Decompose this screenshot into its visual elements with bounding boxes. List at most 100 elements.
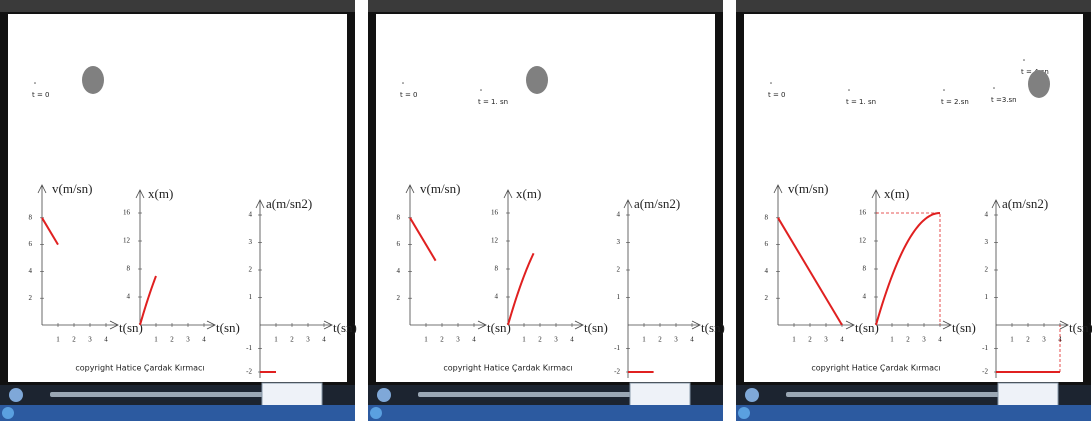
v-tick-label: 2 [397, 294, 401, 302]
t-tick-label: 3 [824, 336, 828, 344]
t-tick-label: 4 [104, 336, 108, 344]
copyright: copyright Hatice Çardak Kırmacı [811, 364, 940, 373]
t-tick-label: 1 [890, 336, 894, 344]
time-label: t = 0 [400, 91, 418, 99]
t-tick-label: 4 [322, 336, 326, 344]
t-tick-label: 3 [1042, 336, 1046, 344]
time-label: t = 1. sn [478, 98, 508, 106]
v-tick-label: 8 [29, 213, 33, 221]
a-tick-label: 2 [617, 266, 621, 274]
x-tick-label: 8 [127, 265, 131, 273]
t-tick-label: 1 [274, 336, 278, 344]
ball [1028, 70, 1050, 98]
a-tick-label: 1 [249, 293, 253, 301]
a-axis-label: a(m/sn2) [634, 196, 680, 211]
position-dot [993, 87, 995, 89]
t-tick-label: 3 [456, 336, 460, 344]
t-axis-label: t(sn) [855, 320, 879, 335]
v-axis-label: v(m/sn) [788, 181, 828, 196]
t-tick-label: 1 [56, 336, 60, 344]
v-tick-label: 6 [29, 240, 33, 248]
taskbar [736, 405, 1091, 421]
app-window: t = 0t = 1. sn1234t(sn)2468v(m/sn)1234t(… [368, 0, 725, 421]
t-tick-label: 2 [808, 336, 812, 344]
t-tick-label: 4 [202, 336, 206, 344]
a-tick-label: -2 [246, 368, 252, 376]
t-axis-label: t(sn) [1069, 320, 1092, 335]
a-tick-label: 2 [249, 266, 253, 274]
t-axis-label: t(sn) [584, 320, 608, 335]
t-tick-label: 1 [154, 336, 158, 344]
v-tick-label: 4 [397, 267, 401, 275]
title-bar [736, 0, 1091, 12]
play-button[interactable] [9, 388, 23, 402]
time-label: t = 0 [32, 91, 50, 99]
app-window: t = 0t = 1. snt = 2.snt =3.snt = 4.sn123… [736, 0, 1092, 421]
x-tick-label: 12 [491, 237, 499, 245]
notification-popup [262, 383, 322, 407]
start-button[interactable] [2, 407, 14, 419]
t-axis-label: t(sn) [487, 320, 511, 335]
t-tick-label: 2 [72, 336, 76, 344]
t-tick-label: 2 [290, 336, 294, 344]
t-tick-label: 3 [306, 336, 310, 344]
t-axis-label: t(sn) [119, 320, 143, 335]
v-tick-label: 8 [765, 213, 769, 221]
position-dot [770, 82, 772, 84]
position-dot [1023, 59, 1025, 61]
t-tick-label: 3 [186, 336, 190, 344]
t-tick-label: 2 [906, 336, 910, 344]
a-tick-label: 4 [985, 211, 989, 219]
t-tick-label: 3 [922, 336, 926, 344]
t-tick-label: 4 [472, 336, 476, 344]
a-tick-label: 4 [249, 211, 253, 219]
x-axis-label: x(m) [516, 186, 541, 201]
t-tick-label: 2 [1026, 336, 1030, 344]
a-tick-label: -1 [982, 344, 988, 352]
a-tick-label: 3 [985, 238, 989, 246]
t-tick-label: 2 [170, 336, 174, 344]
ball [526, 66, 548, 94]
t-tick-label: 4 [840, 336, 844, 344]
t-tick-label: 3 [554, 336, 558, 344]
play-button[interactable] [377, 388, 391, 402]
v-tick-label: 6 [397, 240, 401, 248]
start-button[interactable] [738, 407, 750, 419]
a-tick-label: -1 [614, 344, 620, 352]
a-tick-label: -2 [614, 368, 620, 376]
t-tick-label: 4 [938, 336, 942, 344]
x-tick-label: 4 [495, 293, 499, 301]
time-label: t = 2.sn [941, 98, 969, 106]
a-axis-label: a(m/sn2) [266, 196, 312, 211]
x-tick-label: 16 [123, 209, 131, 217]
screenshot: t = 01234t(sn)2468v(m/sn)1234t(sn)481216… [0, 0, 1092, 421]
t-axis-label: t(sn) [701, 320, 725, 335]
position-dot [848, 89, 850, 91]
play-button[interactable] [745, 388, 759, 402]
t-tick-label: 1 [1010, 336, 1014, 344]
v-tick-label: 2 [765, 294, 769, 302]
x-axis-label: x(m) [148, 186, 173, 201]
a-tick-label: 3 [617, 238, 621, 246]
notification-popup [998, 383, 1058, 407]
time-label: t = 0 [768, 91, 786, 99]
x-tick-label: 4 [863, 293, 867, 301]
x-tick-label: 8 [495, 265, 499, 273]
t-tick-label: 3 [88, 336, 92, 344]
t-tick-label: 1 [522, 336, 526, 344]
x-tick-label: 12 [859, 237, 867, 245]
v-tick-label: 6 [765, 240, 769, 248]
t-tick-label: 1 [424, 336, 428, 344]
t-tick-label: 2 [658, 336, 662, 344]
start-button[interactable] [370, 407, 382, 419]
position-dot [480, 89, 482, 91]
a-tick-label: -2 [982, 368, 988, 376]
x-axis-label: x(m) [884, 186, 909, 201]
t-tick-label: 2 [440, 336, 444, 344]
x-tick-label: 12 [123, 237, 131, 245]
v-axis-label: v(m/sn) [420, 181, 460, 196]
v-tick-label: 4 [765, 267, 769, 275]
copyright: copyright Hatice Çardak Kırmacı [75, 364, 204, 373]
title-bar [0, 0, 355, 12]
v-tick-label: 4 [29, 267, 33, 275]
